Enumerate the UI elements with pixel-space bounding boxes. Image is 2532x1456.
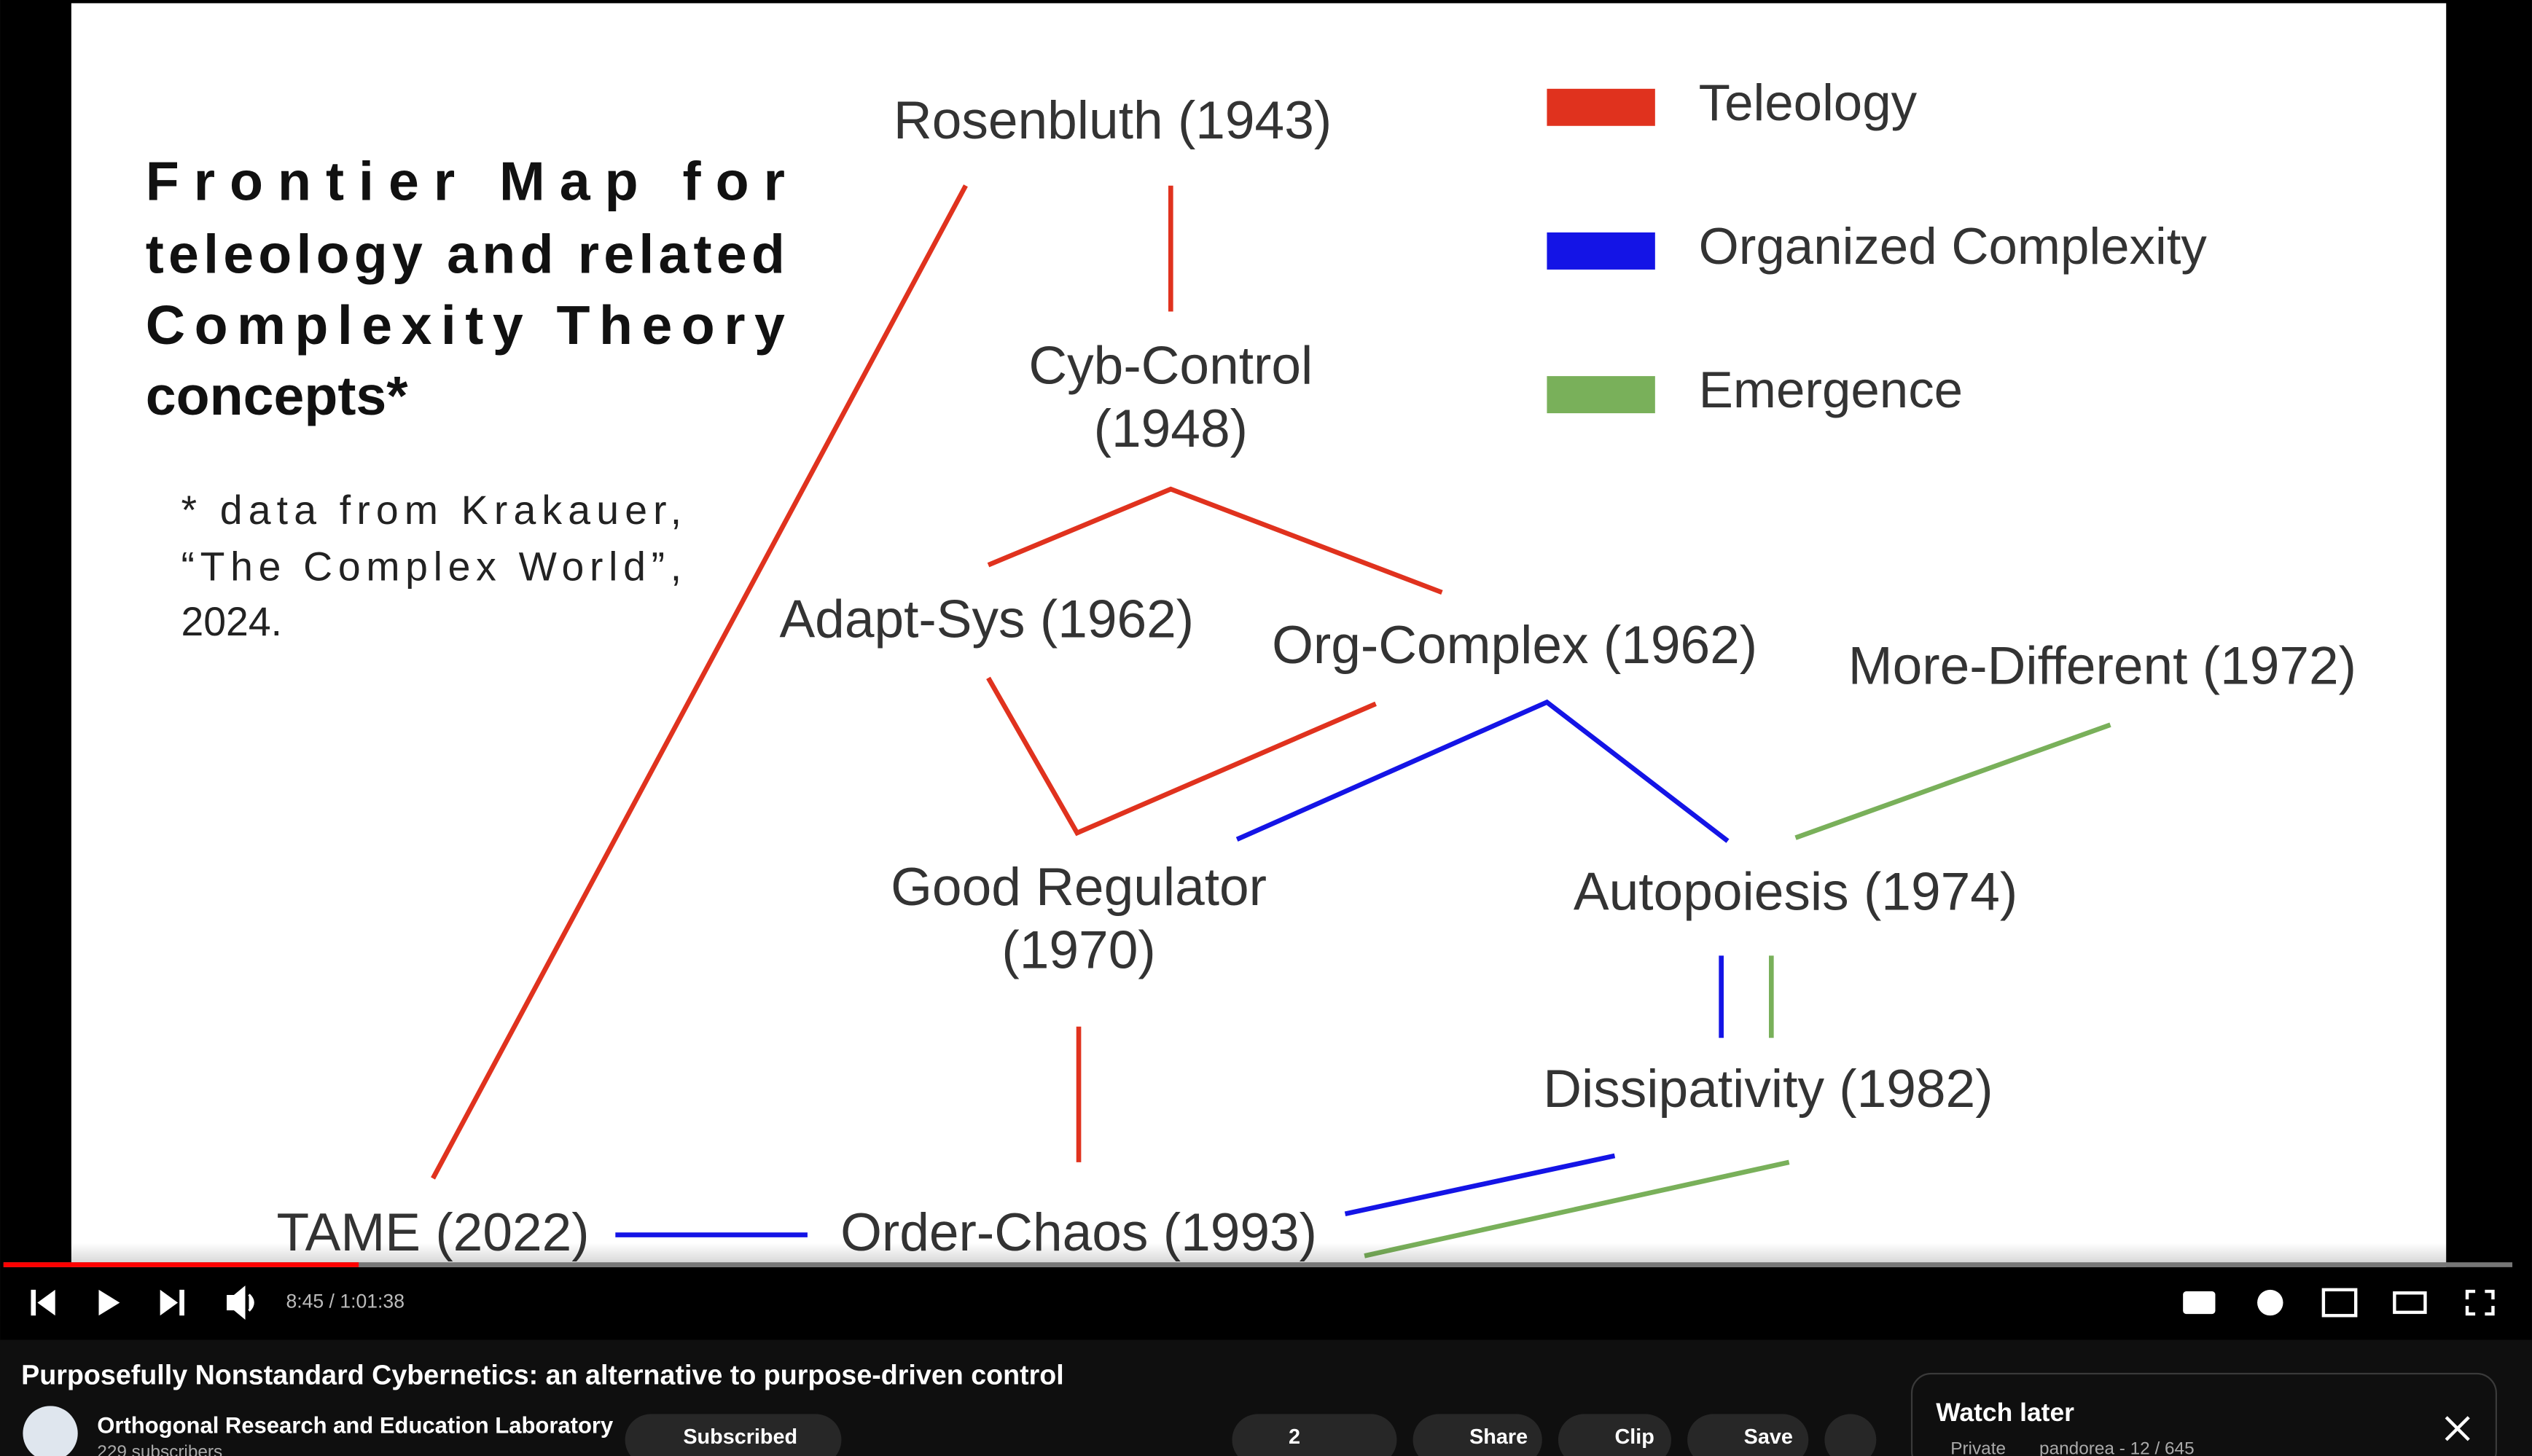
save-label: Save [1744,1425,1793,1449]
clip-button[interactable] [1558,1414,1671,1456]
legend-label: Emergence [1699,361,1963,419]
like-dislike-button[interactable] [1232,1414,1397,1456]
edge [986,676,1377,837]
settings-button[interactable] [2257,1289,2283,1316]
slide-title-line: teleology and related [146,223,785,284]
progress-track[interactable] [3,1262,2513,1267]
miniplayer-button[interactable] [2321,1288,2358,1318]
progress-played [3,1262,359,1267]
clip-label: Clip [1614,1425,1654,1449]
legend-swatch [1547,376,1655,414]
close-button[interactable] [2445,1416,2470,1441]
legend-label: Organized Complexity [1699,218,2208,275]
node-label: Good Regulator [891,858,1267,917]
fullscreen-button[interactable] [2465,1289,2495,1316]
captions-button[interactable] [2183,1291,2216,1315]
controls [31,1285,2495,1320]
node-label: (1948) [1094,399,1248,458]
playlist-meta: pandorea - 12 / 645 [2039,1439,2195,1456]
slide-note-line: 2024. [181,599,282,644]
save-button[interactable] [1687,1414,1809,1456]
legend-label: Teleology [1699,74,1918,132]
legend-swatch [1547,88,1655,126]
theater-button[interactable] [2393,1291,2427,1315]
channel-avatar[interactable] [23,1406,78,1456]
node-label: Rosenbluth (1943) [894,91,1332,150]
controls-shade [0,1242,2532,1340]
subscribe-button[interactable] [625,1414,842,1456]
node-label: Adapt-Sys (1962) [779,590,1194,649]
node-label: (1970) [1001,920,1155,979]
subscriber-count: 229 subscribers [97,1442,222,1456]
node-label: Dissipativity (1982) [1543,1060,1993,1119]
node-label: More-Different (1972) [1848,637,2356,696]
slide-title-line: concepts* [146,365,409,426]
node-label: Autopoiesis (1974) [1574,863,2017,922]
edge [1364,1159,1790,1259]
edge [431,184,968,1180]
video-title: Purposefully Nonstandard Cybernetics: an… [21,1359,1064,1390]
watch-later-panel [1910,1372,2497,1456]
privacy-label: Private [1950,1439,2006,1456]
slide [71,3,2447,1267]
previous-button[interactable] [31,1289,55,1316]
share-label: Share [1469,1425,1528,1449]
legend-swatch [1547,232,1655,270]
volume-button[interactable] [227,1285,254,1320]
edge [1794,722,2111,840]
time-display: 8:45 / 1:01:38 [286,1291,405,1312]
node-label: Cyb-Control [1028,337,1313,396]
watch-later-title: Watch later [1936,1398,2074,1427]
edge [1235,699,1730,843]
edge [987,486,1443,595]
node-label: Org-Complex (1962) [1272,616,1757,675]
channel-name[interactable]: Orthogonal Research and Education Labora… [97,1412,614,1438]
edge [1344,1153,1616,1216]
slide-title-line: Complexity Theory [146,294,785,356]
like-count: 2 [1289,1425,1300,1449]
more-button[interactable] [1824,1414,1877,1456]
slide-note-line: * data from Krakauer, [181,488,681,533]
share-button[interactable] [1412,1414,1542,1456]
next-button[interactable] [160,1289,184,1316]
subscribe-label: Subscribed [683,1425,797,1449]
play-button[interactable] [98,1289,120,1316]
